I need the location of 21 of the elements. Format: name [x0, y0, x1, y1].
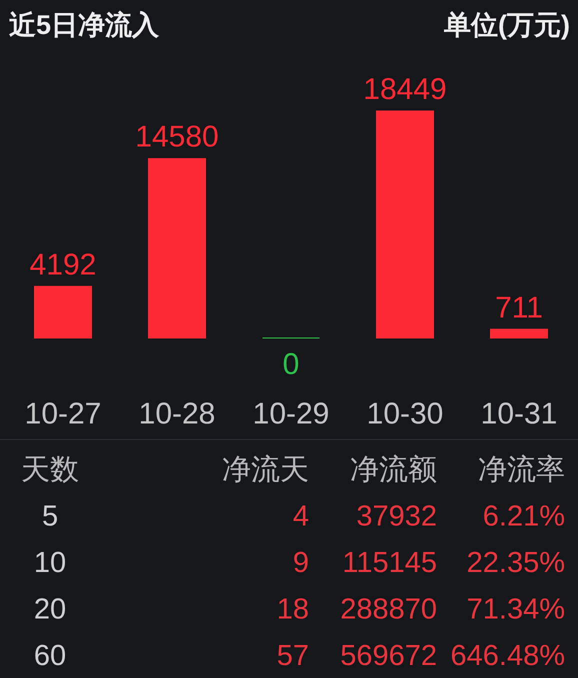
bar [376, 110, 434, 338]
x-tick-label: 10-31 [480, 398, 558, 430]
chart-title: 近5日净流入 [9, 10, 160, 40]
text: 20 18 288870 71.34% [34, 594, 565, 626]
data-label: 0 [282, 348, 300, 381]
data-label: 18449 [363, 73, 447, 106]
text: 单位(万元) [443, 10, 570, 40]
text: 5 4 37932 6.21% [42, 500, 565, 532]
data-label: 711 [495, 291, 543, 324]
x-tick-label: 10-28 [138, 398, 216, 430]
bar [148, 158, 206, 338]
x-tick-label: 10-30 [366, 398, 444, 430]
x-tick-label: 10-29 [252, 398, 330, 430]
data-label: 4192 [30, 248, 96, 282]
text: 天数 净流天 净流额 净流率 [21, 454, 565, 486]
bar [490, 328, 548, 338]
bar [34, 286, 92, 338]
text: 60 57 569672 646.48% [34, 640, 565, 672]
x-tick-label: 10-27 [24, 398, 102, 430]
data-label: 14580 [135, 120, 219, 154]
text: 10 9 115145 22.35% [34, 547, 565, 579]
